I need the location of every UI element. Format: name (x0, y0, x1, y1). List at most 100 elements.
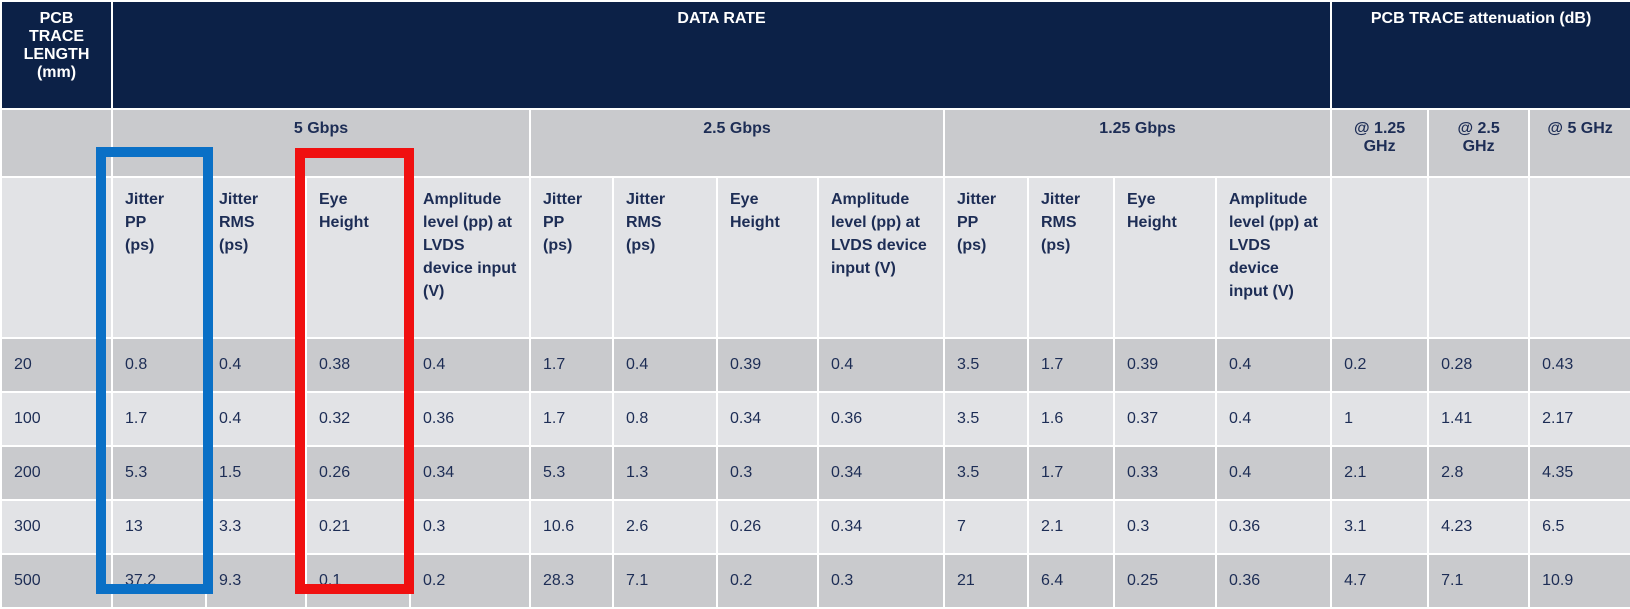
value-cell: 0.36 (1214, 499, 1333, 555)
value-cell: 0.3 (409, 499, 531, 555)
value-cell: 0.2 (1330, 337, 1430, 393)
column-label: Jitter PP (ps) (543, 191, 583, 254)
value-cell: 0.3 (817, 553, 945, 609)
column-header: Amplitude level (pp) at LVDS device inpu… (1214, 176, 1333, 339)
value-cell: 0.3 (1113, 499, 1217, 555)
value-cell: 6.5 (1528, 499, 1630, 555)
column-header: Eye Height (305, 176, 411, 339)
column-header: Eye Height (1113, 176, 1217, 339)
value-cell: 0.4 (817, 337, 945, 393)
value-cell: 0.32 (305, 391, 411, 447)
value-cell: 0.39 (1113, 337, 1217, 393)
value-cell: 0.8 (111, 337, 207, 393)
column-header: Jitter RMS (ps) (205, 176, 307, 339)
frequency-header: @ 5 GHz (1528, 108, 1630, 178)
value-cell: 1 (1330, 391, 1430, 447)
value-cell: 0.34 (716, 391, 819, 447)
value-cell: 7 (943, 499, 1029, 555)
value-cell: 5.3 (111, 445, 207, 501)
length-cell: 500 (0, 553, 113, 609)
value-cell: 13 (111, 499, 207, 555)
value-cell: 7.1 (1427, 553, 1531, 609)
column-label: Amplitude level (pp) at LVDS device inpu… (423, 191, 517, 300)
value-cell: 3.1 (1330, 499, 1430, 555)
value-cell: 1.7 (1027, 445, 1115, 501)
column-header: Amplitude level (pp) at LVDS device inpu… (409, 176, 531, 339)
table-row: 300 13 3.3 0.21 0.3 10.6 2.6 0.26 0.34 7 2.1 0.3 0.3… (0, 499, 1630, 555)
value-cell: 0.4 (205, 391, 307, 447)
empty-cell (1330, 176, 1430, 339)
value-cell: 0.8 (612, 391, 718, 447)
column-label: Amplitude level (pp) at LVDS device inpu… (831, 191, 927, 277)
value-cell: 0.43 (1528, 337, 1630, 393)
empty-cell (0, 176, 113, 339)
column-header: Jitter PP (ps) (943, 176, 1029, 339)
value-cell: 1.5 (205, 445, 307, 501)
value-cell: 0.4 (1214, 445, 1333, 501)
value-cell: 0.3 (716, 445, 819, 501)
attenuation-header: PCB TRACE attenuation (dB) (1330, 0, 1630, 110)
frequency-header: @ 1.25 GHz (1330, 108, 1430, 178)
value-cell: 0.36 (409, 391, 531, 447)
value-cell: 0.1 (305, 553, 411, 609)
value-cell: 9.3 (205, 553, 307, 609)
value-cell: 0.34 (409, 445, 531, 501)
value-cell: 1.7 (111, 391, 207, 447)
value-cell: 0.2 (409, 553, 531, 609)
length-header: PCB TRACE LENGTH (mm) (0, 0, 113, 110)
value-cell: 2.1 (1027, 499, 1115, 555)
value-cell: 0.28 (1427, 337, 1531, 393)
value-cell: 2.8 (1427, 445, 1531, 501)
column-label: Jitter PP (ps) (957, 191, 997, 254)
value-cell: 10.9 (1528, 553, 1630, 609)
column-label: Jitter RMS (ps) (626, 191, 666, 254)
value-cell: 10.6 (529, 499, 614, 555)
value-cell: 0.4 (1214, 337, 1333, 393)
value-cell: 0.26 (716, 499, 819, 555)
column-label: Eye Height (730, 191, 780, 231)
value-cell: 0.39 (716, 337, 819, 393)
value-cell: 0.37 (1113, 391, 1217, 447)
length-cell: 100 (0, 391, 113, 447)
value-cell: 3.3 (205, 499, 307, 555)
length-cell: 20 (0, 337, 113, 393)
empty-cell (1528, 176, 1630, 339)
column-label: Eye Height (319, 191, 369, 231)
value-cell: 0.4 (409, 337, 531, 393)
table-row: 20 0.8 0.4 0.38 0.4 1.7 0.4 0.39 0.4 3.5 1.7 0.39 0.… (0, 337, 1630, 393)
rate-header: 2.5 Gbps (529, 108, 945, 178)
value-cell: 3.5 (943, 445, 1029, 501)
value-cell: 7.1 (612, 553, 718, 609)
length-cell: 300 (0, 499, 113, 555)
column-label: Amplitude level (pp) at LVDS device inpu… (1229, 191, 1318, 300)
table-row: 100 1.7 0.4 0.32 0.36 1.7 0.8 0.34 0.36 3.5 1.6 0.3… (0, 391, 1630, 447)
value-cell: 2.17 (1528, 391, 1630, 447)
value-cell: 1.7 (1027, 337, 1115, 393)
value-cell: 1.7 (529, 337, 614, 393)
value-cell: 1.6 (1027, 391, 1115, 447)
value-cell: 0.33 (1113, 445, 1217, 501)
length-cell: 200 (0, 445, 113, 501)
table-row: 500 37.2 9.3 0.1 0.2 28.3 7.1 0.2 0.3 21 6.4 0.25 0.… (0, 553, 1630, 609)
rate-header: 5 Gbps (111, 108, 531, 178)
column-header: Jitter RMS (ps) (612, 176, 718, 339)
value-cell: 21 (943, 553, 1029, 609)
value-cell: 2.1 (1330, 445, 1430, 501)
data-rate-header: DATA RATE (110, 0, 1333, 110)
value-cell: 0.4 (205, 337, 307, 393)
value-cell: 37.2 (111, 553, 207, 609)
value-cell: 1.41 (1427, 391, 1531, 447)
value-cell: 0.36 (1214, 553, 1333, 609)
value-cell: 0.38 (305, 337, 411, 393)
empty-cell (1427, 176, 1531, 339)
value-cell: 4.7 (1330, 553, 1430, 609)
column-header: Jitter RMS (ps) (1027, 176, 1115, 339)
value-cell: 0.26 (305, 445, 411, 501)
column-header: Eye Height (716, 176, 819, 339)
value-cell: 0.34 (817, 445, 945, 501)
value-cell: 1.7 (529, 391, 614, 447)
value-cell: 0.21 (305, 499, 411, 555)
column-label: Jitter RMS (ps) (1041, 191, 1081, 254)
